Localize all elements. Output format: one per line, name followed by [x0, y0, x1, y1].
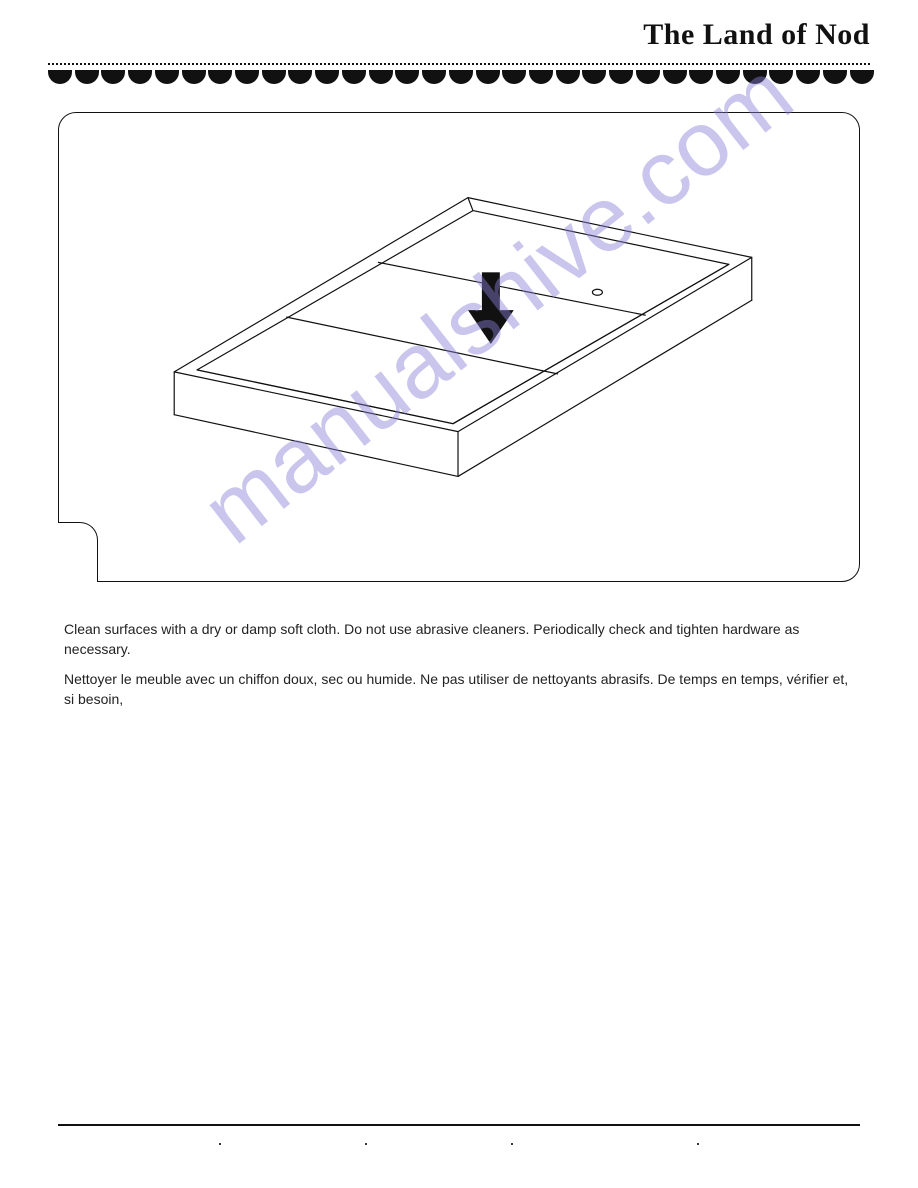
footer-rule — [58, 1124, 860, 1126]
footer-separator-dots: · · · · — [0, 1133, 918, 1154]
scallop-ornament — [128, 70, 152, 84]
scallop-ornament — [182, 70, 206, 84]
scallop-ornament — [743, 70, 767, 84]
scallop-ornament — [75, 70, 99, 84]
header-dotted-rule — [48, 63, 870, 65]
scallop-ornament — [395, 70, 419, 84]
scallop-ornament — [288, 70, 312, 84]
scallop-ornament — [369, 70, 393, 84]
scallop-ornament — [235, 70, 259, 84]
scallop-ornament — [689, 70, 713, 84]
diagram-panel — [58, 112, 860, 582]
scallop-ornament — [315, 70, 339, 84]
scallop-ornament — [476, 70, 500, 84]
footer-dot: · — [217, 1133, 223, 1154]
scallop-ornament — [529, 70, 553, 84]
scallop-ornament — [502, 70, 526, 84]
scallop-ornament — [556, 70, 580, 84]
footer-dot: · — [509, 1133, 515, 1154]
scallop-ornament — [823, 70, 847, 84]
scallop-ornament — [663, 70, 687, 84]
down-arrow-icon — [468, 272, 514, 344]
scallop-ornament — [422, 70, 446, 84]
scallop-ornament — [208, 70, 232, 84]
scallop-ornament — [342, 70, 366, 84]
scallop-ornament — [716, 70, 740, 84]
scallop-ornament — [101, 70, 125, 84]
tray-assembly-diagram — [59, 113, 859, 581]
scallop-ornament — [850, 70, 874, 84]
scallop-ornament — [609, 70, 633, 84]
scallop-ornament — [769, 70, 793, 84]
brand-logo: The Land of Nod — [643, 18, 870, 52]
scallop-ornament — [796, 70, 820, 84]
footer-dot: · — [695, 1133, 701, 1154]
scallop-ornament — [636, 70, 660, 84]
header-scallop-border — [48, 70, 874, 92]
scallop-ornament — [449, 70, 473, 84]
scallop-ornament — [582, 70, 606, 84]
care-instructions-fr: Nettoyer le meuble avec un chiffon doux,… — [64, 670, 858, 709]
footer-dot: · — [363, 1133, 369, 1154]
scallop-ornament — [155, 70, 179, 84]
scallop-ornament — [48, 70, 72, 84]
care-instructions-en: Clean surfaces with a dry or damp soft c… — [64, 620, 858, 659]
scallop-ornament — [262, 70, 286, 84]
